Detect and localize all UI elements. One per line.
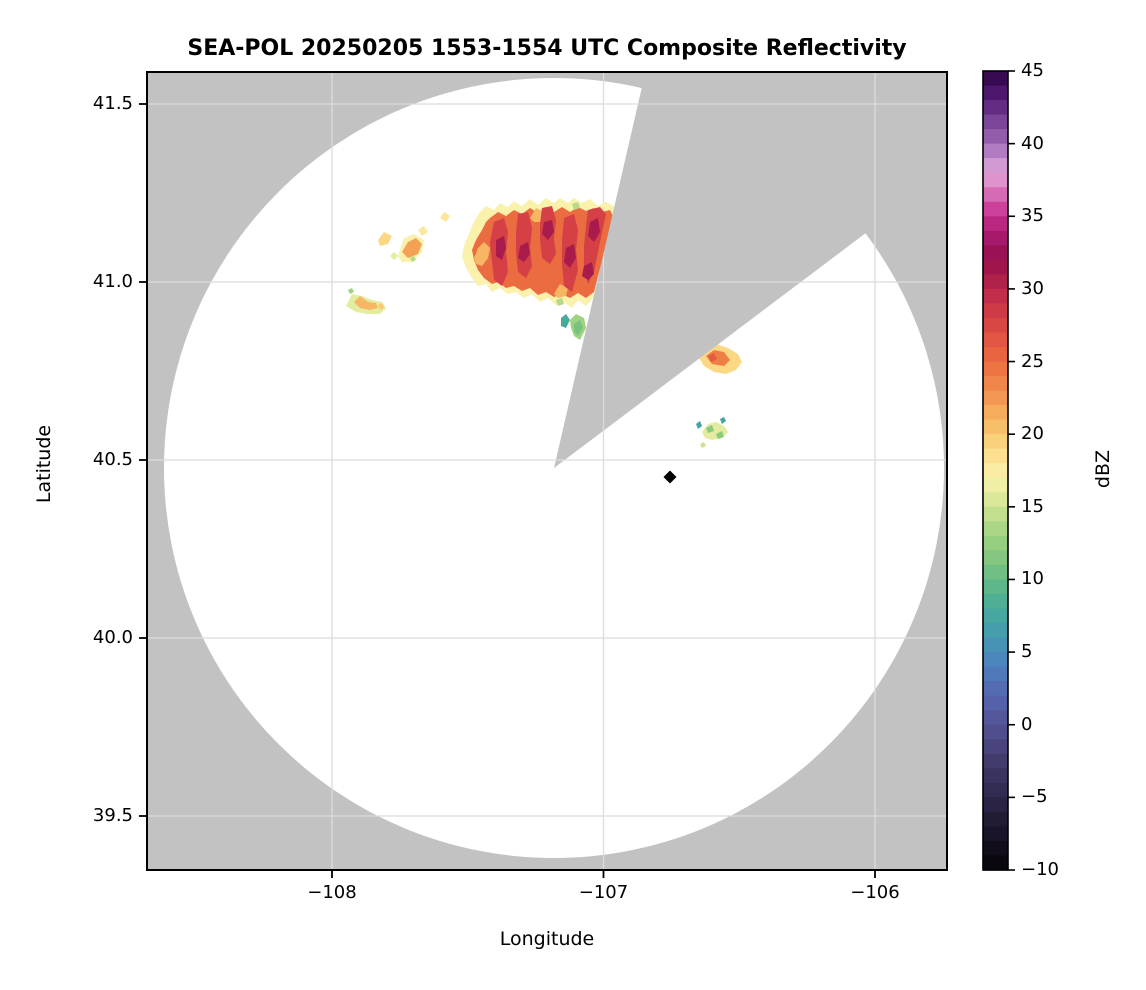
colorbar-tick-label: 25: [1021, 350, 1044, 372]
echo-w-clus-green: [410, 256, 416, 262]
x-tick-label: −107: [578, 882, 629, 903]
site-marker: [663, 470, 677, 484]
echo-main-core-2: [518, 242, 530, 262]
echo-main-core-3: [542, 220, 554, 240]
colorbar-tick-label: 45: [1021, 60, 1044, 81]
y-tick-label: 41.5: [92, 93, 133, 114]
colorbar-tick-label: −10: [1021, 859, 1059, 880]
echo-eg-tiny: [700, 442, 706, 448]
echo-w-clus-b1: [378, 232, 392, 246]
echo-main-green-1: [572, 202, 580, 210]
y-tick-label: 40.0: [92, 627, 133, 648]
colorbar-tick-label: 30: [1021, 277, 1044, 299]
echo-tiny-dot: [440, 212, 450, 222]
colorbar-tick-label: 15: [1021, 495, 1044, 517]
plot-area: [147, 72, 947, 870]
echo-w-clus-dot: [390, 252, 398, 260]
echo-eg-green-1: [706, 425, 714, 433]
y-tick-label: 41.0: [92, 271, 133, 292]
echo-main-yellow-2: [530, 208, 544, 222]
echo-eg-green-2: [716, 431, 724, 439]
plot-title: SEA-POL 20250205 1553-1554 UTC Composite…: [187, 36, 907, 61]
echo-wl-green: [348, 288, 354, 294]
echo-eo-hot: [708, 353, 717, 362]
echo-w-clus-b4: [418, 226, 428, 236]
echo-main-core-5: [588, 218, 600, 242]
y-axis-label: Latitude: [33, 424, 55, 504]
echo-eg-teal-2: [720, 417, 726, 424]
axis-ticks: [139, 103, 876, 878]
echo-main-green-2: [556, 298, 564, 306]
colorbar: [982, 70, 1015, 871]
y-tick-label: 39.5: [92, 805, 133, 826]
reflectivity-echoes: [346, 198, 742, 448]
echo-wl-core: [354, 296, 378, 310]
axes-frame: [146, 71, 948, 871]
colorbar-frame: [982, 70, 1009, 871]
echo-cg-teal: [561, 314, 570, 328]
colorbar-tick-label: 35: [1021, 205, 1044, 227]
colorbar-tick-label: 20: [1021, 423, 1044, 445]
x-tick-label: −106: [850, 882, 900, 903]
echo-main-core-4: [564, 244, 576, 268]
colorbar-tick-label: 40: [1021, 132, 1044, 154]
x-axis-label: Longitude: [499, 928, 595, 950]
echo-main-yellow-1: [474, 242, 490, 266]
colorbar-label: dBZ: [1092, 449, 1114, 489]
echo-w-clus-core: [402, 238, 422, 258]
echo-main-core-6: [582, 262, 594, 280]
echo-wl-dot: [378, 303, 384, 310]
blocked-sector-wedge: [554, 72, 947, 468]
colorbar-tick-label: 10: [1021, 568, 1044, 590]
y-tick-label: 40.5: [92, 449, 133, 470]
colorbar-tick-label: 0: [1021, 713, 1033, 735]
colorbar-ticks: [1008, 70, 1015, 871]
echo-main-yellow-3: [554, 284, 568, 298]
echo-cg-core: [574, 320, 583, 336]
colorbar-tick-label: 5: [1021, 641, 1033, 663]
colorbar-tick-label: −5: [1021, 786, 1048, 808]
x-tick-label: −108: [307, 882, 357, 903]
echo-main-core-1: [496, 236, 506, 260]
echo-eg-teal-1: [696, 421, 702, 429]
